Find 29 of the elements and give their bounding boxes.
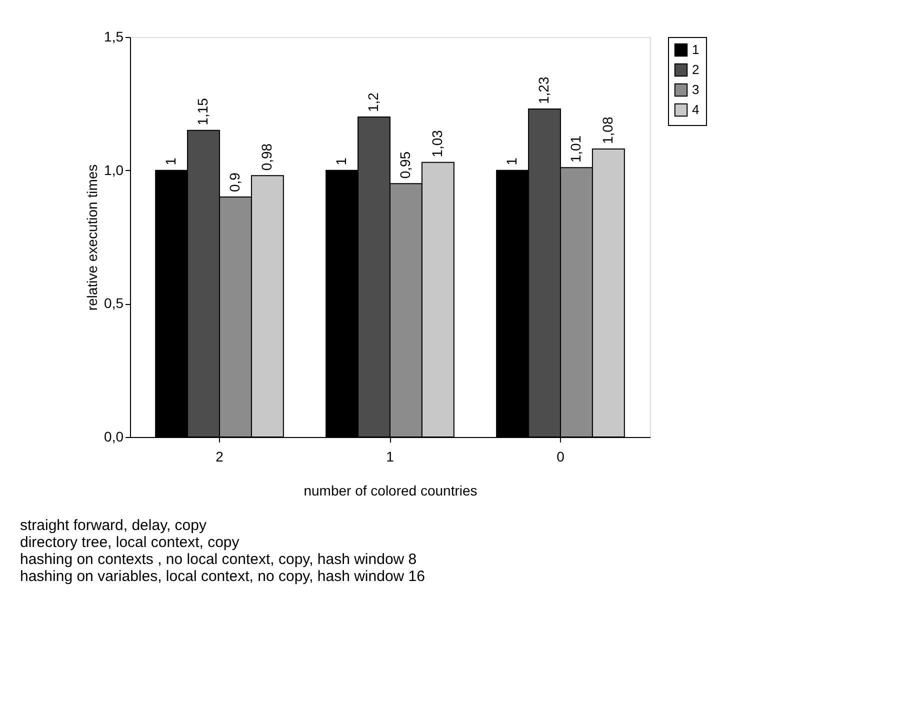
y-axis-title: relative execution times — [84, 164, 100, 311]
data-label: 1 — [504, 157, 520, 166]
data-label: 1,03 — [428, 130, 445, 158]
data-label: 0,95 — [396, 151, 413, 179]
y-tick-label: 0,0 — [104, 428, 124, 444]
x-axis-title: number of colored countries — [304, 482, 478, 498]
legend-label: 3 — [692, 82, 700, 97]
x-tick-label: 1 — [386, 448, 394, 464]
data-label: 0,98 — [258, 143, 274, 171]
x-tick-label: 2 — [216, 448, 224, 464]
legend-label: 4 — [692, 102, 700, 117]
text: hashing on contexts , no local context, copy, hash window 8 — [20, 551, 417, 568]
text: straight forward, delay, copy — [20, 517, 207, 534]
y-tick-label: 1,0 — [104, 162, 124, 178]
y-tick-label: 0,5 — [104, 295, 124, 312]
x-tick-label: 0 — [556, 448, 565, 464]
data-label: 1,15 — [194, 98, 211, 126]
data-label: 1,01 — [567, 135, 584, 163]
data-label: 1,08 — [599, 116, 616, 144]
data-label: 1 — [333, 157, 350, 166]
data-label: 1,23 — [536, 76, 552, 104]
text: hashing on variables, local context, no copy, hash window 16 — [20, 568, 425, 585]
data-label: 1 — [162, 157, 179, 166]
data-label: 0,9 — [226, 172, 242, 192]
legend-label: 1 — [692, 42, 700, 57]
legend-label: 2 — [692, 62, 700, 77]
data-label: 1,2 — [365, 92, 382, 112]
text: directory tree, local context, copy — [20, 534, 240, 551]
y-tick-label: 1,5 — [104, 28, 124, 44]
